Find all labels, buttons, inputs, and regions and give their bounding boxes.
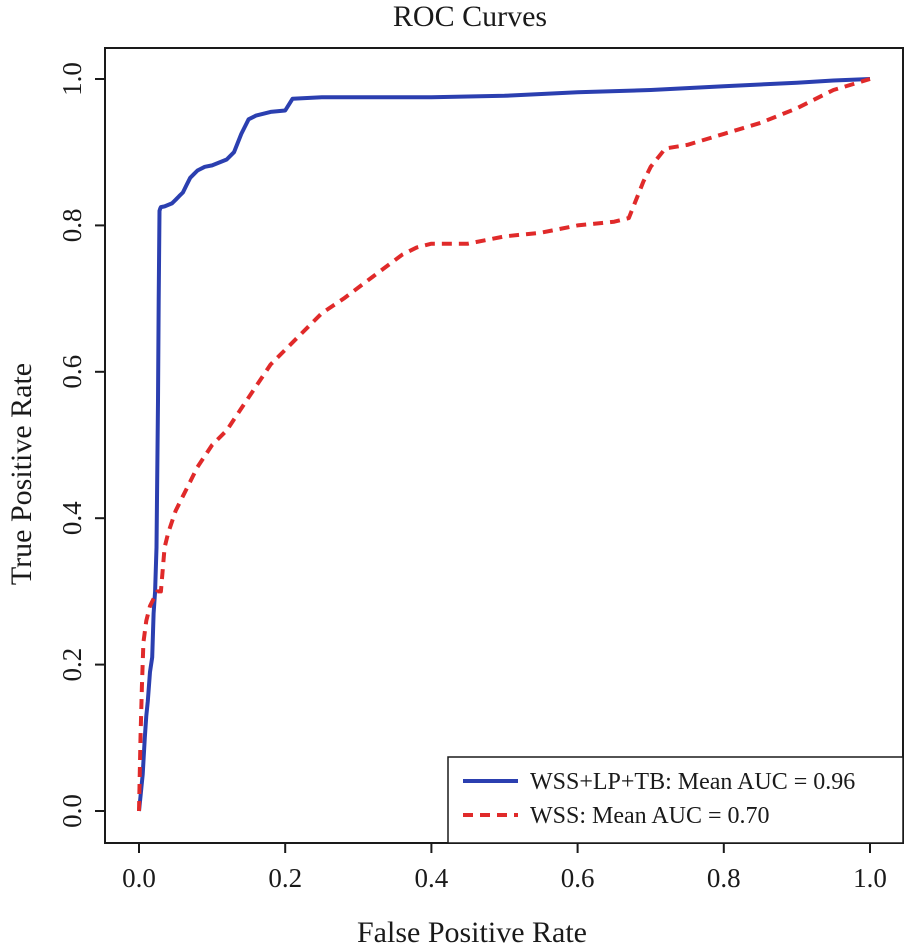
- x-axis-label: False Positive Rate: [357, 916, 587, 948]
- chart-title: ROC Curves: [393, 0, 547, 33]
- x-tick-label: 0.2: [268, 863, 302, 893]
- y-axis-label: True Positive Rate: [5, 363, 38, 585]
- legend-label-2: WSS: Mean AUC = 0.70: [530, 803, 770, 829]
- x-tick-label: 0.6: [561, 863, 595, 893]
- series-line-1: [137, 77, 871, 812]
- x-tick-label: 0.8: [707, 863, 741, 893]
- y-tick-label: 0.2: [57, 648, 87, 682]
- y-tick-label: 0.4: [57, 501, 87, 535]
- legend: WSS+LP+TB: Mean AUC = 0.96 WSS: Mean AUC …: [447, 756, 904, 844]
- series-line-2: [137, 77, 871, 812]
- x-tick-label: 1.0: [853, 863, 887, 893]
- legend-box: [447, 756, 904, 844]
- x-axis: 0.0 0.2 0.4 0.6 0.8 1.0: [122, 843, 887, 893]
- y-tick-label: 1.0: [57, 62, 87, 96]
- y-tick-label: 0.8: [57, 209, 87, 243]
- series-layer: [137, 77, 871, 812]
- x-tick-label: 0.4: [415, 863, 449, 893]
- legend-label-1: WSS+LP+TB: Mean AUC = 0.96: [530, 769, 855, 795]
- y-tick-label: 0.6: [57, 355, 87, 389]
- x-tick-label: 0.0: [122, 863, 156, 893]
- y-axis: 0.0 0.2 0.4 0.6 0.8 1.0: [57, 62, 105, 828]
- y-tick-label: 0.0: [57, 794, 87, 828]
